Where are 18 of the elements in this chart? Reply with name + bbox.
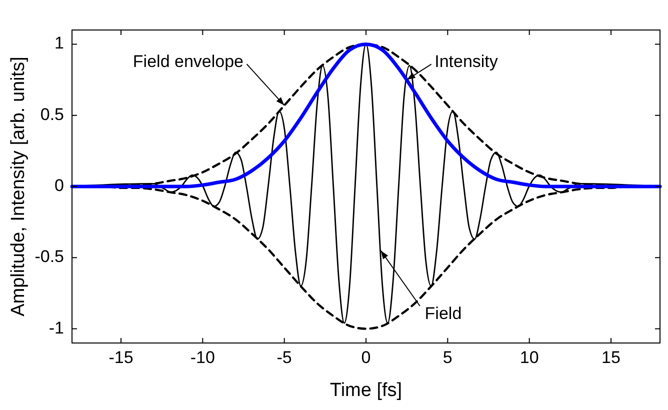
annotation: Field xyxy=(424,304,462,324)
x-tick-label: 15 xyxy=(602,348,620,367)
y-tick-label: -1 xyxy=(48,318,64,338)
x-tick-label: 0 xyxy=(361,348,371,367)
annotation: Field envelope xyxy=(132,52,244,72)
x-axis-title: Time [fs] xyxy=(330,380,402,401)
x-tick-label: 10 xyxy=(520,348,539,367)
y-tick-label: 1 xyxy=(54,34,64,53)
x-tick-label: -10 xyxy=(190,348,215,367)
annotation: Intensity xyxy=(434,52,498,72)
x-tick-label: -5 xyxy=(276,348,292,367)
y-tick-label: -0.5 xyxy=(34,247,64,266)
y-axis-title: Amplitude, Intensity [arb. units] xyxy=(8,56,29,316)
line-series xyxy=(70,42,662,188)
x-tick-label: -15 xyxy=(108,348,134,367)
x-tick-label: 5 xyxy=(442,348,452,367)
y-tick-label: 0 xyxy=(54,176,64,195)
y-tick-label: 0.5 xyxy=(40,104,64,124)
